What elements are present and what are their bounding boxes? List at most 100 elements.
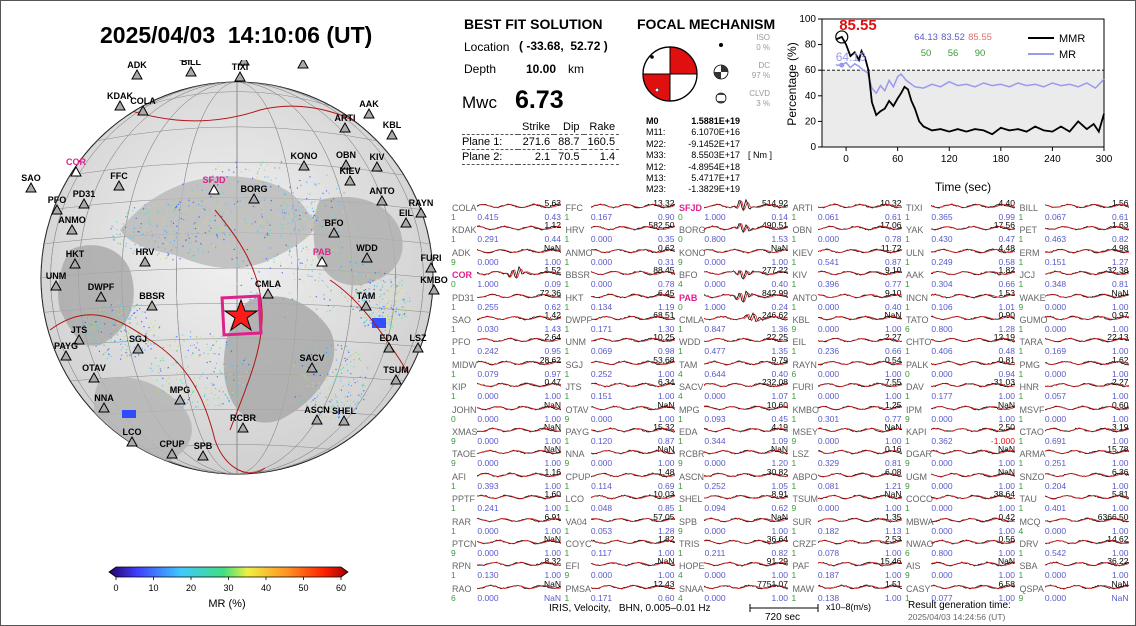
map-station-rayn[interactable]: RAYN	[409, 198, 434, 218]
map-station-rcbr[interactable]: RCBR	[230, 413, 256, 433]
map-station-anto[interactable]: ANTO	[369, 186, 395, 206]
station-hope[interactable]: HOPE 91.29 4 0.000 1.00	[678, 555, 790, 580]
station-ffc[interactable]: FFC 13.32 1 0.167 0.90	[565, 197, 677, 222]
station-xmas[interactable]: XMAS NaN 9 0.000 1.00	[451, 421, 563, 446]
map-station-kdak[interactable]: KDAK	[107, 91, 133, 111]
map-station-sgj[interactable]: SGJ	[129, 334, 147, 354]
station-tara[interactable]: TARA 22.13 1 0.169 1.00	[1019, 331, 1131, 356]
station-pmg[interactable]: PMG 1.62 1 0.000 1.00	[1019, 354, 1131, 379]
map-station-tsum[interactable]: TSUM	[383, 365, 409, 385]
map-station-obn[interactable]: OBN	[336, 150, 356, 170]
station-cpup[interactable]: CPUP 1.48 1 0.114 0.69	[565, 466, 677, 491]
station-rpn[interactable]: RPN 8.32 1 0.130 1.00	[451, 555, 563, 580]
station-uln[interactable]: ULN 4.48 1 0.249 0.58	[905, 242, 1017, 267]
station-arti[interactable]: ARTI 10.32 1 0.061 0.61	[792, 197, 904, 222]
station-pet[interactable]: PET 1.63 1 0.463 0.82	[1019, 219, 1131, 244]
station-ais[interactable]: AIS NaN 9 0.000 1.00	[905, 555, 1017, 580]
station-nna[interactable]: NNA NaN 9 0.000 1.00	[565, 443, 677, 468]
map-station-cpup[interactable]: CPUP	[159, 439, 185, 459]
station-kiv[interactable]: KIV 9.10 1 0.396 0.77	[792, 264, 904, 289]
station-anto[interactable]: ANTO 9.10 1 0.000 0.40	[792, 287, 904, 312]
station-john[interactable]: JOHN NaN 0 0.000 1.00	[451, 399, 563, 424]
station-gumo[interactable]: GUMO 0.97 1 0.000 1.00	[1019, 309, 1131, 334]
station-taoe[interactable]: TAOE NaN 9 0.000 1.00	[451, 443, 563, 468]
station-wdd[interactable]: WDD 22.25 1 0.477 1.35	[678, 331, 790, 356]
map-station-jts[interactable]: JTS	[71, 325, 88, 345]
station-arma[interactable]: ARMA 15.78 1 0.251 1.00	[1019, 443, 1131, 468]
station-otav[interactable]: OTAV NaN 9 0.000 1.00	[565, 399, 677, 424]
station-msvf[interactable]: MSVF 0.60 1 0.000 1.00	[1019, 399, 1131, 424]
map-station-kiev[interactable]: KIEV	[339, 166, 361, 186]
station-snzo[interactable]: SNZO 6.36 1 0.204 1.00	[1019, 466, 1131, 491]
station-shel[interactable]: SHEL 8.91 1 0.094 0.62	[678, 488, 790, 513]
map-station-ffc[interactable]: FFC	[110, 171, 128, 191]
station-casy[interactable]: CASY 6.58 1 0.077 1.00	[905, 578, 1017, 603]
station-borg[interactable]: BORG 490.51 0 0.800 1.53	[678, 219, 790, 244]
station-bbsr[interactable]: BBSR 88.45 1 0.000 0.78	[565, 264, 677, 289]
map-station-arti[interactable]: ARTI	[335, 113, 356, 133]
map-station-tixi[interactable]: TIXI	[232, 62, 249, 82]
map-station-cor[interactable]: COR	[66, 157, 87, 177]
map-station-eil[interactable]: EIL	[399, 208, 414, 228]
station-dgar[interactable]: DGAR NaN 9 0.000 1.00	[905, 443, 1017, 468]
station-qspa[interactable]: QSPA NaN 9 0.000 NaN	[1019, 578, 1131, 603]
map-station-spb[interactable]: SPB	[194, 441, 213, 461]
map-station-tam[interactable]: TAM	[357, 291, 376, 311]
station-afi[interactable]: AFI 1.16 1 0.393 1.00	[451, 466, 563, 491]
station-rayn[interactable]: RAYN 0.54 6 0.000 1.00	[792, 354, 904, 379]
station-chto[interactable]: CHTO 12.19 1 0.406 0.48	[905, 331, 1017, 356]
map-station-sacv[interactable]: SACV	[299, 353, 325, 373]
station-obn[interactable]: OBN 17.06 1 0.000 0.78	[792, 219, 904, 244]
station-anmo[interactable]: ANMO 0.62 1 0.000 0.31	[565, 242, 677, 267]
station-palk[interactable]: PALK 0.81 0 0.000 0.94	[905, 354, 1017, 379]
station-kono[interactable]: KONO NaN 9 0.000 1.00	[678, 242, 790, 267]
station-pd31[interactable]: PD31 72.36 1 0.255 0.62	[451, 287, 563, 312]
station-sba[interactable]: SBA 36.22 1 0.000 1.00	[1019, 555, 1131, 580]
map-station-payg[interactable]: PAYG	[54, 341, 78, 361]
station-ptcn[interactable]: PTCN NaN 9 0.000 1.00	[451, 533, 563, 558]
station-eda[interactable]: EDA 4.19 1 0.344 1.09	[678, 421, 790, 446]
station-kdak[interactable]: KDAK 1.12 1 0.291 0.44	[451, 219, 563, 244]
station-rcbr[interactable]: RCBR NaN 9 0.000 1.20	[678, 443, 790, 468]
station-cor[interactable]: COR 1.52 0 1.000 0.09	[451, 264, 563, 289]
station-pptf[interactable]: PPTF 1.60 1 0.241 1.00	[451, 488, 563, 513]
map-station-cmla[interactable]: CMLA	[255, 279, 281, 299]
station-ugm[interactable]: UGM NaN 9 0.000 1.00	[905, 466, 1017, 491]
station-pmsa[interactable]: PMSA 12.43 1 0.171 0.60	[565, 578, 677, 603]
station-mpg[interactable]: MPG 10.60 1 0.093 0.45	[678, 399, 790, 424]
map-station-adk[interactable]: ADK	[127, 60, 147, 80]
map-station-yak[interactable]: YAK	[235, 60, 254, 66]
station-tixi[interactable]: TIXI 4.40 1 0.365 0.99	[905, 197, 1017, 222]
map-station-unm[interactable]: UNM	[46, 271, 67, 291]
map-station-bill[interactable]: BILL	[181, 60, 201, 77]
station-abpo[interactable]: ABPO 6.08 1 0.081 1.21	[792, 466, 904, 491]
station-sur[interactable]: SUR 1.35 1 0.182 1.13	[792, 511, 904, 536]
map-station-aak[interactable]: AAK	[359, 99, 379, 119]
station-midw[interactable]: MIDW 28.62 1 0.079 0.97	[451, 354, 563, 379]
station-eil[interactable]: EIL 2.27 1 0.236 0.66	[792, 331, 904, 356]
map-station-furi[interactable]: FURI	[421, 253, 442, 273]
station-msey[interactable]: MSEY NaN 9 0.000 1.00	[792, 421, 904, 446]
map-station-shel[interactable]: SHEL	[332, 406, 357, 426]
station-dwpf[interactable]: DWPF 68.51 1 0.171 1.30	[565, 309, 677, 334]
station-furi[interactable]: FURI 7.55 1 0.000 1.00	[792, 376, 904, 401]
station-nwao[interactable]: NWAO 0.56 6 0.800 1.00	[905, 533, 1017, 558]
station-tato[interactable]: TATO 0.90 6 0.800 1.28	[905, 309, 1017, 334]
map-station-dwpf[interactable]: DWPF	[88, 282, 115, 302]
station-snaa[interactable]: SNAA 7751.07 4 0.000 1.00	[678, 578, 790, 603]
station-bill[interactable]: BILL 1.56 1 0.067 0.61	[1019, 197, 1131, 222]
station-hrv[interactable]: HRV 582.50 1 0.000 0.35	[565, 219, 677, 244]
map-station-pd31[interactable]: PD31	[73, 189, 96, 209]
station-kmbo[interactable]: KMBO 1.25 1 0.301 0.77	[792, 399, 904, 424]
map-station-kiv[interactable]: KIV	[369, 152, 385, 172]
station-ctao[interactable]: CTAO 3.19 1 0.691 1.00	[1019, 421, 1131, 446]
station-incn[interactable]: INCN 1.53 1 0.106 1.01	[905, 287, 1017, 312]
map-station-lco[interactable]: LCO	[123, 427, 142, 447]
map-station-uln[interactable]: ULN	[294, 60, 313, 69]
station-ascn[interactable]: ASCN 30.82 1 0.252 1.05	[678, 466, 790, 491]
station-drv[interactable]: DRV 14.62 1 0.542 1.00	[1019, 533, 1131, 558]
map-station-hkt[interactable]: HKT	[66, 249, 85, 269]
map-station-wdd[interactable]: WDD	[356, 243, 378, 263]
station-pfo[interactable]: PFO 2.64 1 0.242 0.95	[451, 331, 563, 356]
station-rar[interactable]: RAR 6.91 1 0.000 1.00	[451, 511, 563, 536]
